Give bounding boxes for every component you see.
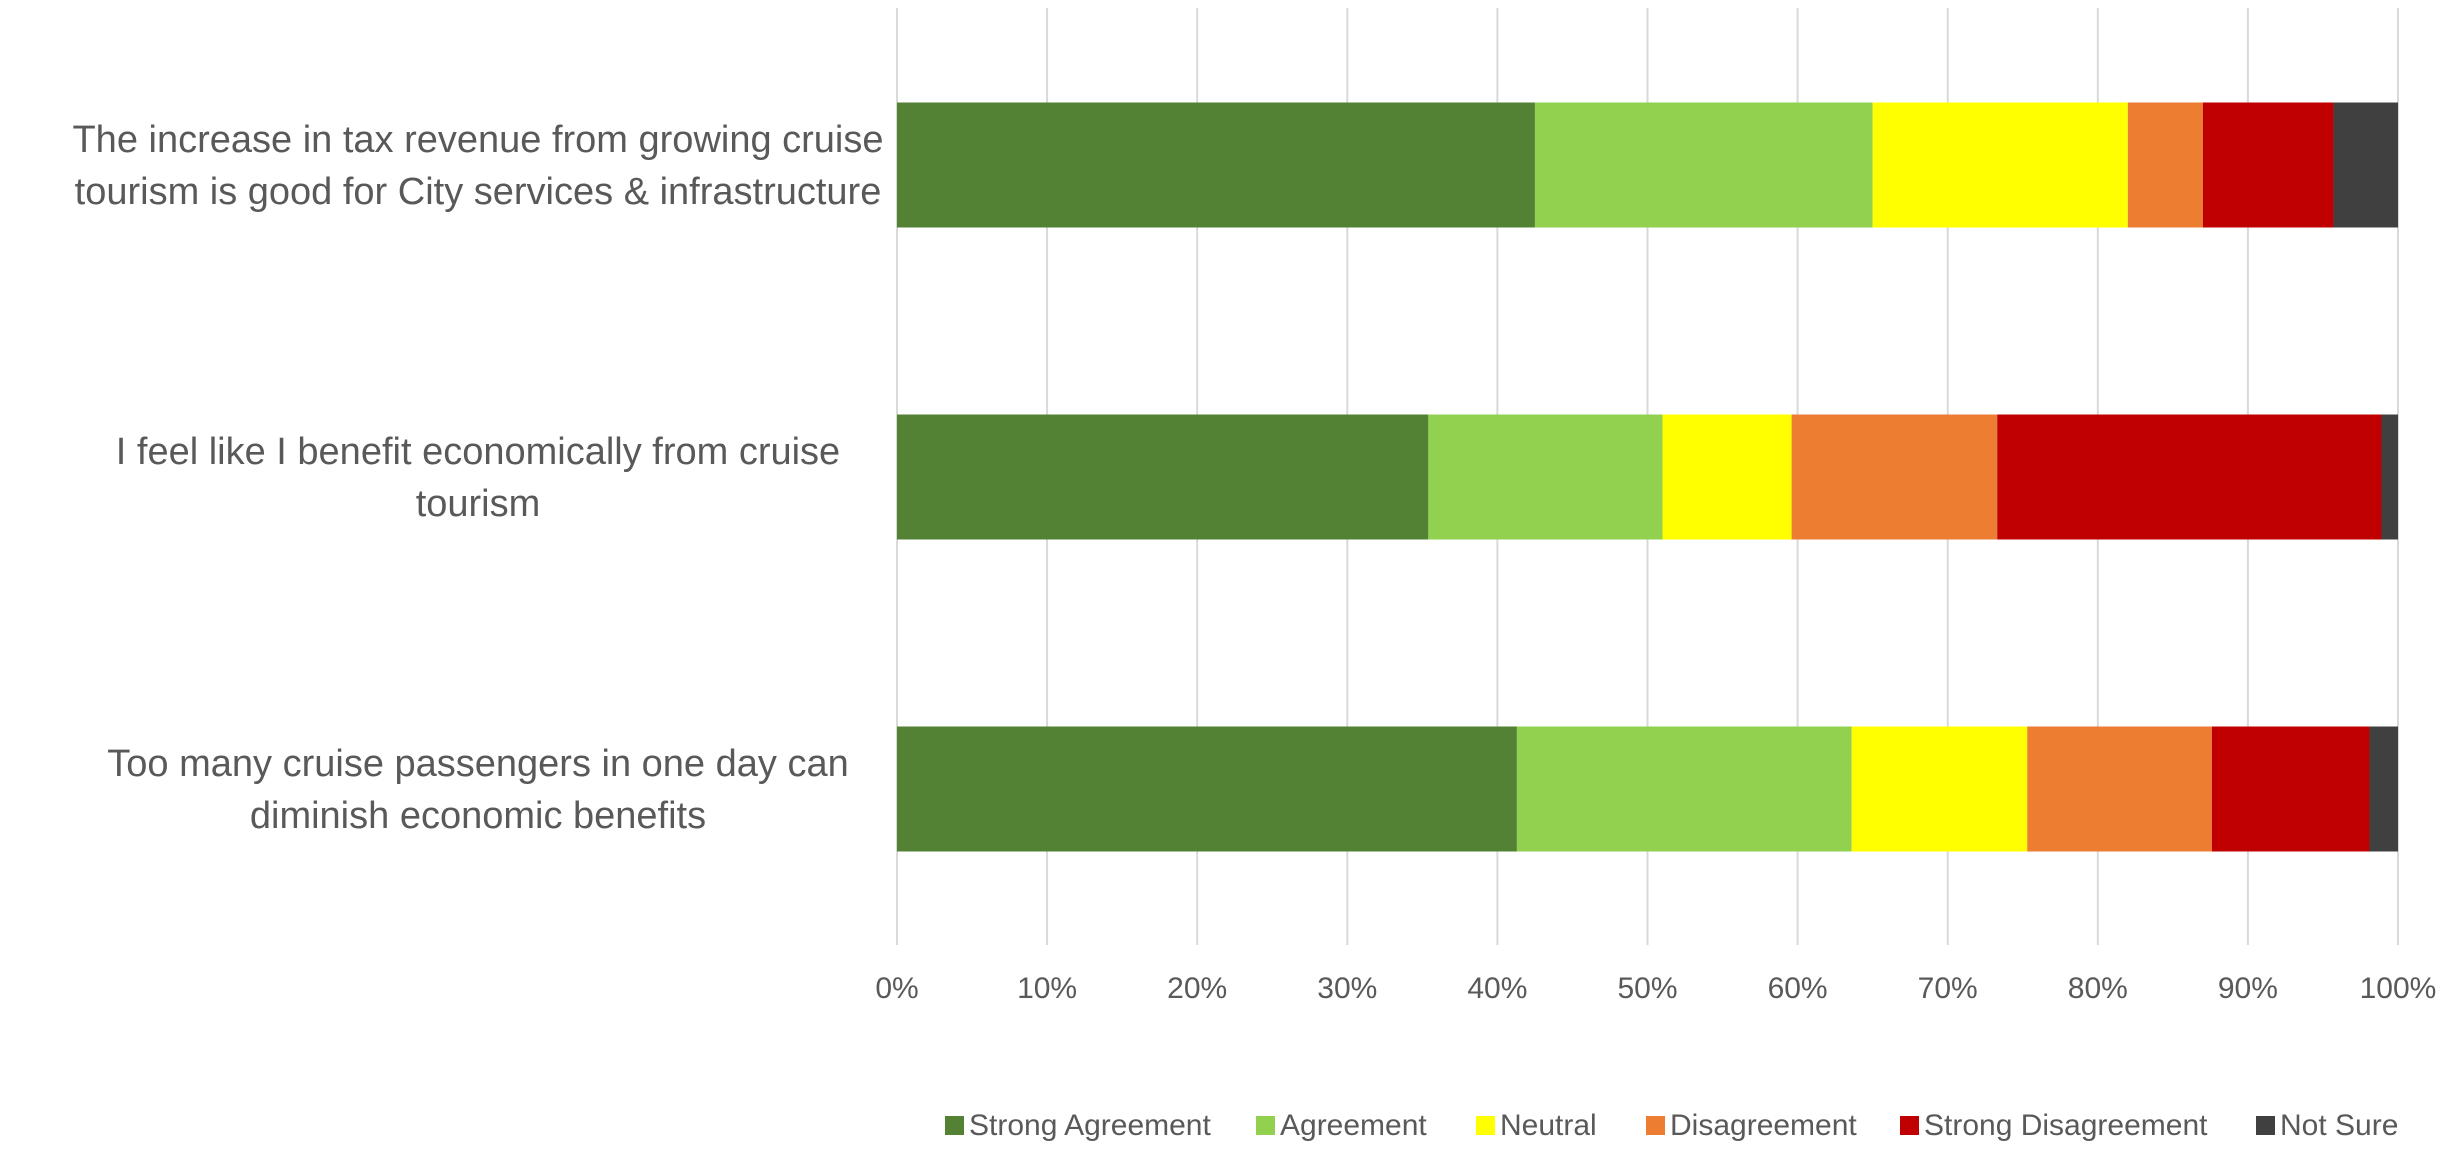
bar-segment-disagreement [2027,726,2212,852]
bar-segment-agreement [1534,102,1873,228]
legend-item-strong-disagreement: Strong Disagreement [1900,1109,2208,1142]
x-axis-tick-labels: 0% 10% 20% 30% 40% 50% 60% 70% 80% 90% 100% [875,972,2436,1005]
category-label: The increase in tax revenue from growing… [72,119,883,213]
legend-swatch [945,1116,964,1135]
category-label-line: diminish economic benefits [250,795,706,837]
bar-segment-strong-disagreement [1997,414,2382,540]
x-tick-label: 40% [1467,972,1527,1005]
bar-segment-not-sure [2333,102,2398,228]
bar-segment-disagreement [2127,102,2203,228]
legend-label: Strong Disagreement [1924,1109,2208,1142]
category-label-line: The increase in tax revenue from growing… [72,119,883,161]
legend-item-disagreement: Disagreement [1646,1109,1857,1142]
legend-swatch [1256,1116,1275,1135]
legend-item-neutral: Neutral [1476,1109,1597,1142]
bar-segment-strong-agreement [897,726,1517,852]
x-tick-label: 100% [2360,972,2437,1005]
legend-swatch [2256,1116,2275,1135]
x-tick-label: 80% [2068,972,2128,1005]
legend-label: Disagreement [1670,1109,1857,1142]
legend: Strong Agreement Agreement Neutral Disagree… [945,1109,2398,1142]
bar-segment-agreement [1516,726,1852,852]
legend-swatch [1646,1116,1665,1135]
bar-segment-strong-disagreement [2202,102,2334,228]
legend-item-agreement: Agreement [1256,1109,1427,1142]
category-labels: The increase in tax revenue from growing… [72,119,883,837]
bar-segment-neutral [1662,414,1792,540]
bars [897,102,2398,852]
category-label-line: tourism is good for City services & infr… [75,171,882,213]
legend-label: Neutral [1500,1109,1597,1142]
legend-swatch [1900,1116,1919,1135]
bar-segment-neutral [1851,726,2028,852]
category-label-line: I feel like I benefit economically from … [116,431,840,473]
x-tick-label: 70% [1918,972,1978,1005]
legend-label: Strong Agreement [969,1109,1211,1142]
category-label-line: tourism [416,483,541,525]
legend-label: Agreement [1280,1109,1427,1142]
bar-segment-not-sure [2369,726,2398,852]
x-tick-label: 50% [1617,972,1677,1005]
legend-swatch [1476,1116,1495,1135]
bar-segment-not-sure [2381,414,2398,540]
bar-segment-strong-disagreement [2211,726,2370,852]
x-tick-label: 90% [2218,972,2278,1005]
legend-item-not-sure: Not Sure [2256,1109,2398,1142]
bar-segment-neutral [1872,102,2128,228]
category-label: I feel like I benefit economically from … [116,431,840,525]
legend-item-strong-agreement: Strong Agreement [945,1109,1211,1142]
x-tick-label: 20% [1167,972,1227,1005]
x-tick-label: 60% [1768,972,1828,1005]
x-tick-label: 10% [1017,972,1077,1005]
bar-segment-strong-agreement [897,414,1429,540]
x-tick-label: 30% [1317,972,1377,1005]
category-label-line: Too many cruise passengers in one day ca… [107,743,848,785]
bar-segment-agreement [1428,414,1663,540]
bar-segment-strong-agreement [897,102,1535,228]
bar-segment-disagreement [1791,414,1998,540]
category-label: Too many cruise passengers in one day ca… [107,743,848,837]
legend-label: Not Sure [2280,1109,2398,1142]
x-tick-label: 0% [875,972,918,1005]
